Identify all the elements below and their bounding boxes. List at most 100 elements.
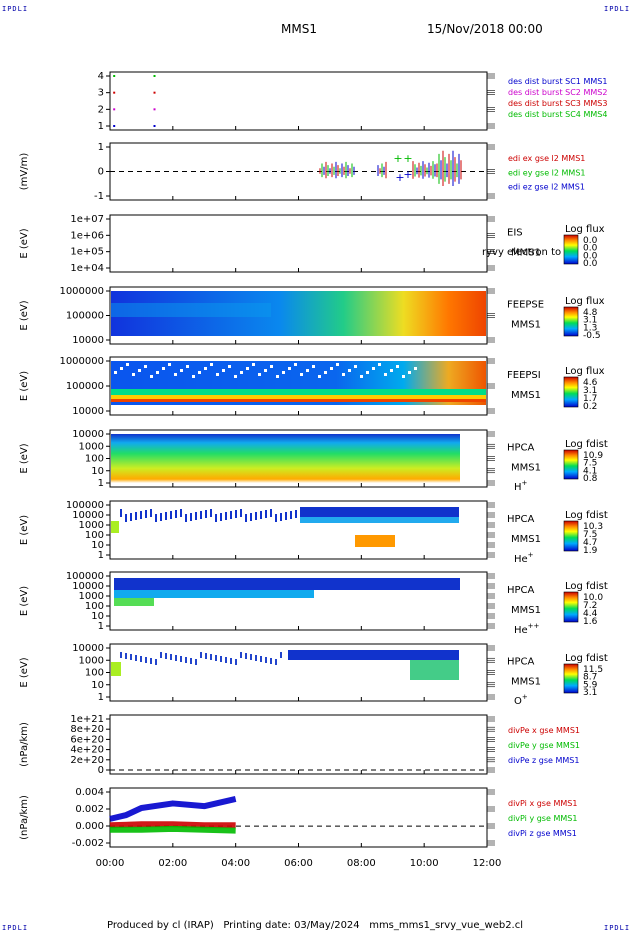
colorbar-tick: 0.2: [583, 402, 597, 412]
y-axis-label: E (eV): [19, 657, 30, 687]
y-tick-label: 10: [91, 611, 104, 622]
hpca-he-speckle: [125, 514, 127, 522]
divpi-series-line: [110, 825, 236, 834]
feepsi-speckle: [192, 375, 195, 378]
y-tick-label: 0: [98, 765, 104, 776]
panel-frame: [109, 714, 488, 775]
hpca-o-speckle: [160, 652, 162, 658]
hpca-o-band: [288, 650, 459, 660]
feepsi-speckle: [294, 363, 297, 366]
hpca-he-left: [111, 521, 119, 533]
feepsi-speckle: [210, 363, 213, 366]
hpca-he-speckle: [220, 513, 222, 521]
hpca-he-speckle: [280, 513, 282, 521]
hpca-o-speckle: [210, 654, 212, 660]
y-tick-label: 1000: [79, 441, 104, 452]
y-axis-label: E (eV): [19, 586, 30, 616]
colorbar: [563, 520, 579, 552]
hpca-o-speckle: [230, 658, 232, 664]
hpca-he-speckle: [140, 511, 142, 519]
feepsi-speckle: [324, 371, 327, 374]
feepsi-speckle: [246, 367, 249, 370]
feepsi-speckle: [396, 365, 399, 368]
feepsi-speckle: [198, 371, 201, 374]
legend-entry: des dist burst SC4 MMS4: [508, 110, 607, 119]
y-tick-label: 1: [98, 621, 104, 632]
y-tick-label: 0.004: [75, 787, 104, 798]
hpca-o-speckle: [185, 657, 187, 663]
x-tick-label: 04:00: [221, 858, 250, 869]
hpca-o-speckle: [130, 654, 132, 660]
feepsi-speckle: [354, 365, 357, 368]
hpca-o-speckle: [145, 657, 147, 663]
y-tick-label: 100000: [66, 571, 104, 582]
feepsi-speckle: [348, 369, 351, 372]
legend-entry: edi ey gse l2 MMS1: [508, 168, 586, 177]
footer: Produced by cl (IRAP) Printing date: 03/…: [0, 920, 630, 931]
y-axis-label: E (eV): [19, 443, 30, 473]
panel-frame: [109, 787, 488, 848]
legend-entry: des dist burst SC1 MMS1: [508, 77, 607, 86]
colorbar-tick: 0.0: [583, 244, 598, 254]
feepsi-speckle: [276, 375, 279, 378]
date-title: 15/Nov/2018 00:00: [427, 22, 543, 36]
feepsi-speckle: [114, 371, 117, 374]
y-tick-label: 3: [98, 88, 104, 99]
feepsi-band-green: [111, 389, 486, 395]
edi-marker: +: [403, 168, 412, 181]
hpca-o-left: [111, 662, 121, 676]
hpca-o-speckle: [215, 655, 217, 661]
hpca-he-speckle: [120, 509, 122, 517]
feepsi-speckle: [186, 365, 189, 368]
colorbar-tick: 10.3: [583, 522, 603, 532]
colorbar-tick: 4.7: [583, 538, 597, 548]
colorbar-tick: 0.0: [583, 236, 598, 246]
feepsi-speckle: [408, 371, 411, 374]
instrument-label: HPCA: [507, 443, 535, 454]
hpca-he-speckle: [290, 511, 292, 519]
hpca-he-speckle: [135, 512, 137, 520]
y-tick-label: 1e+06: [70, 230, 104, 241]
y-tick-label: 10: [91, 540, 104, 551]
burst-marker: [113, 108, 116, 111]
corner-mark-bottom-left: IPDLI: [2, 924, 29, 932]
panel-eis: 1e+07 1e+06 1e+05 1e+04 E (eV) EIS MMS1 Log flu…: [19, 214, 605, 274]
feepsi-speckle: [414, 367, 417, 370]
hpca-he-speckle: [200, 511, 202, 519]
colorbar-title: Log fdist: [565, 510, 608, 521]
hpca-he-speckle: [240, 509, 242, 517]
y-axis-label: (nPa/km): [19, 795, 30, 840]
burst-marker: [113, 75, 116, 77]
feepsi-speckle: [216, 373, 219, 376]
feepsi-speckle: [228, 365, 231, 368]
hpca-o-band2: [410, 660, 459, 680]
spacecraft-label: MMS1: [511, 463, 541, 474]
feepsi-speckle: [234, 375, 237, 378]
legend-entry: des dist burst SC3 MMS3: [508, 99, 607, 108]
colorbar: [563, 663, 579, 694]
feepsi-speckle: [312, 365, 315, 368]
hpca-he-speckle: [185, 514, 187, 522]
burst-marker: [113, 91, 116, 94]
feepsi-band-red: [111, 399, 486, 402]
colorbar-tick: 11.5: [583, 665, 603, 675]
burst-marker: [153, 75, 156, 77]
corner-mark-top-right: IPDLI: [604, 5, 630, 13]
colorbar-tick: 1.3: [583, 323, 597, 333]
spacecraft-label: MMS1: [511, 605, 541, 616]
hpca-o-speckle: [150, 658, 152, 664]
y-tick-label: 1000000: [59, 286, 104, 297]
hpca-h-spectrogram: [111, 434, 460, 483]
hpca-he-speckle: [230, 511, 232, 519]
y-axis-label: E (eV): [19, 228, 30, 258]
hpca-he-speckle: [270, 509, 272, 517]
colorbar-tick: 10.9: [583, 451, 603, 461]
colorbar-tick: 3.1: [583, 316, 597, 326]
hpca-o-speckle: [170, 654, 172, 660]
edi-marker: +: [403, 152, 412, 165]
y-tick-label: 1: [98, 692, 104, 703]
hpca-o-speckle: [135, 655, 137, 661]
y-axis-label: (nPa/km): [19, 722, 30, 767]
hpca-he-speckle: [160, 513, 162, 521]
feepsi-speckle: [156, 371, 159, 374]
